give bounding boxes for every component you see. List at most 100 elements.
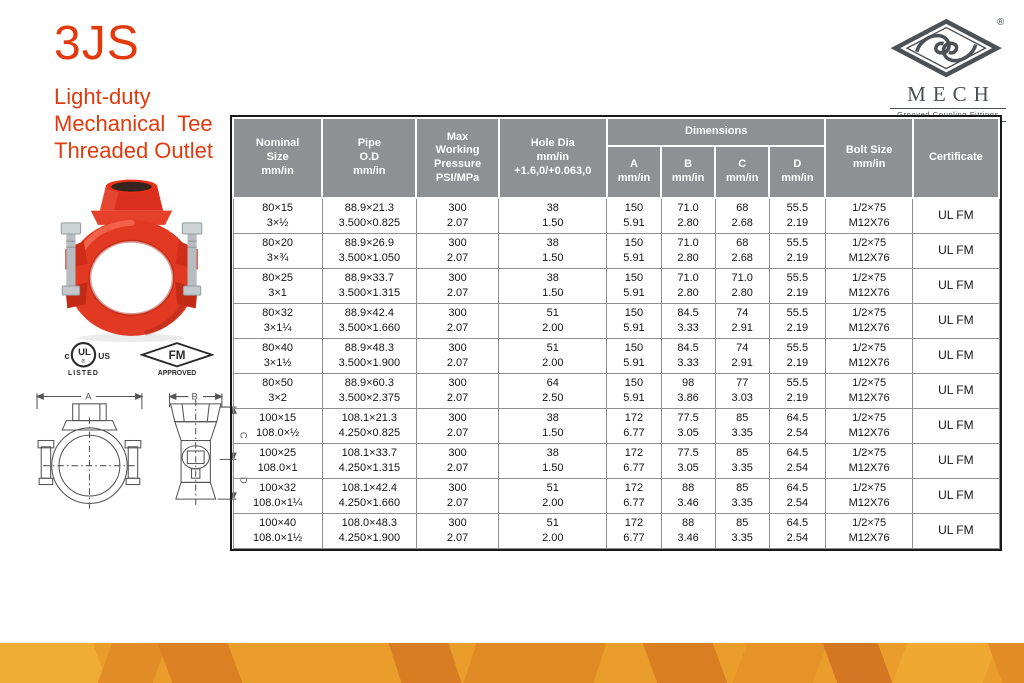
cell-hole-dia: 51 2.00 (498, 337, 608, 374)
cell-dim-a: 150 5.91 (606, 302, 662, 339)
cell-pipe-od: 108.0×48.3 4.250×1.900 (321, 512, 417, 549)
cell-dim-d: 55.5 2.19 (768, 197, 826, 234)
mech-diamond-icon: ® (890, 17, 1005, 78)
ul-prefix: c (64, 351, 70, 362)
band-shape (985, 643, 1024, 683)
cell-hole-dia: 51 2.00 (498, 512, 608, 549)
ul-mark: UL (78, 347, 91, 358)
cell-dim-b: 71.0 2.80 (660, 197, 716, 234)
subtitle-line: Threaded Outlet (54, 137, 213, 163)
certification-logos: c UL ® US LISTED FM APPROVED (60, 341, 214, 377)
cell-dim-c: 68 2.68 (714, 197, 770, 234)
table-row: 80×15 3×½ 88.9×21.3 3.500×0.825 300 2.07 38… (232, 197, 1000, 234)
col-header-bolt-size: Bolt Size mm/in (824, 117, 914, 199)
cell-bolt: 1/2×75 M12X76 (824, 197, 914, 234)
cell-pipe-od: 88.9×26.9 3.500×1.050 (321, 232, 417, 269)
cell-dim-c: 85 3.35 (714, 442, 770, 479)
table-row: 100×40 108.0×1½ 108.0×48.3 4.250×1.900 300… (232, 512, 1000, 549)
registered-mark: ® (997, 17, 1005, 28)
spec-table-wrap: Nominal Size mm/in Pipe O.D mm/in Max Wo… (230, 115, 1002, 551)
band-shape (890, 643, 1000, 683)
cell-pressure: 300 2.07 (415, 407, 500, 444)
cell-pipe-od: 88.9×60.3 3.500×2.375 (321, 372, 417, 409)
cell-hole-dia: 51 2.00 (498, 302, 608, 339)
cell-hole-dia: 38 1.50 (498, 407, 608, 444)
cell-dim-b: 77.5 3.05 (660, 407, 716, 444)
band-shape (95, 643, 170, 683)
cell-dim-d: 64.5 2.54 (768, 512, 826, 549)
cell-dim-b: 84.5 3.33 (660, 337, 716, 374)
cell-pressure: 300 2.07 (415, 302, 500, 339)
cell-nominal: 100×32 108.0×1¼ (232, 477, 323, 514)
cell-dim-c: 85 3.35 (714, 407, 770, 444)
cell-nominal: 100×40 108.0×1½ (232, 512, 323, 549)
cell-nominal: 80×25 3×1 (232, 267, 323, 304)
cell-dim-c: 71.0 2.80 (714, 267, 770, 304)
cell-bolt: 1/2×75 M12X76 (824, 407, 914, 444)
product-subtitle: Light-duty Mechanical Tee Threaded Outle… (54, 84, 213, 164)
cell-dim-a: 172 6.77 (606, 477, 662, 514)
mechanical-tee-image (60, 179, 203, 342)
cell-dim-a: 150 5.91 (606, 232, 662, 269)
cell-dim-d: 55.5 2.19 (768, 372, 826, 409)
cell-certificate: UL FM (912, 442, 1000, 479)
band-shape (0, 643, 110, 683)
band-shape (386, 643, 464, 683)
col-header-hole-dia: Hole Dia mm/in +1.6,0/+0.063,0 (497, 117, 608, 199)
cell-bolt: 1/2×75 M12X76 (824, 372, 914, 409)
spec-table: Nominal Size mm/in Pipe O.D mm/in Max Wo… (231, 117, 1001, 549)
cell-hole-dia: 38 1.50 (498, 267, 608, 304)
cell-nominal: 80×20 3×¾ (232, 232, 323, 269)
table-row: 80×50 3×2 88.9×60.3 3.500×2.375 300 2.07 64… (232, 372, 1000, 409)
cell-hole-dia: 38 1.50 (498, 197, 608, 234)
cell-dim-d: 64.5 2.54 (768, 477, 826, 514)
cell-dim-b: 88 3.46 (660, 512, 716, 549)
cell-bolt: 1/2×75 M12X76 (824, 232, 914, 269)
cell-dim-b: 71.0 2.80 (660, 232, 716, 269)
fm-mark: FM (169, 349, 186, 362)
col-header-max-pressure: Max Working Pressure PSI/MPa (415, 117, 500, 199)
cell-nominal: 80×50 3×2 (232, 372, 323, 409)
cell-pipe-od: 88.9×42.4 3.500×1.660 (321, 302, 417, 339)
cell-bolt: 1/2×75 M12X76 (824, 302, 914, 339)
cell-dim-c: 85 3.35 (714, 477, 770, 514)
col-header-nominal-size: Nominal Size mm/in (231, 117, 324, 199)
cell-dim-c: 68 2.68 (714, 232, 770, 269)
cell-dim-b: 98 3.86 (660, 372, 716, 409)
spec-table-body: 80×15 3×½ 88.9×21.3 3.500×0.825 300 2.07 38… (232, 197, 1000, 549)
cell-dim-d: 64.5 2.54 (768, 442, 826, 479)
cell-dim-a: 172 6.77 (606, 442, 662, 479)
brand-name: MECH (890, 82, 1006, 109)
cell-nominal: 80×40 3×1½ (232, 337, 323, 374)
product-photo (34, 176, 229, 349)
cell-pressure: 300 2.07 (415, 372, 500, 409)
cell-dim-b: 77.5 3.05 (660, 442, 716, 479)
fm-caption: APPROVED (158, 370, 197, 377)
col-header-dim-b: B mm/in (660, 145, 717, 199)
cell-nominal: 100×25 108.0×1 (232, 442, 323, 479)
cell-dim-a: 150 5.91 (606, 337, 662, 374)
front-view-drawing: A (35, 391, 144, 510)
cell-bolt: 1/2×75 M12X76 (824, 267, 914, 304)
cell-certificate: UL FM (912, 512, 1000, 549)
band-shape (461, 643, 609, 683)
cell-dim-a: 150 5.91 (606, 372, 662, 409)
table-row: 100×32 108.0×1¼ 108.1×42.4 4.250×1.660 300… (232, 477, 1000, 514)
cell-dim-b: 88 3.46 (660, 477, 716, 514)
cell-dim-d: 64.5 2.54 (768, 407, 826, 444)
technical-drawings: A B C (28, 386, 247, 516)
cell-certificate: UL FM (912, 267, 1000, 304)
footer-band (0, 643, 1024, 683)
cell-bolt: 1/2×75 M12X76 (824, 442, 914, 479)
cell-pressure: 300 2.07 (415, 477, 500, 514)
table-row: 80×25 3×1 88.9×33.7 3.500×1.315 300 2.07 38… (232, 267, 1000, 304)
col-header-certificate: Certificate (911, 117, 1001, 199)
col-header-pipe-od: Pipe O.D mm/in (321, 117, 418, 199)
cell-nominal: 80×32 3×1¼ (232, 302, 323, 339)
band-shape (730, 643, 830, 683)
col-header-dimensions: Dimensions (605, 117, 827, 147)
cell-pressure: 300 2.07 (415, 232, 500, 269)
cell-certificate: UL FM (912, 302, 1000, 339)
cell-dim-d: 55.5 2.19 (768, 232, 826, 269)
